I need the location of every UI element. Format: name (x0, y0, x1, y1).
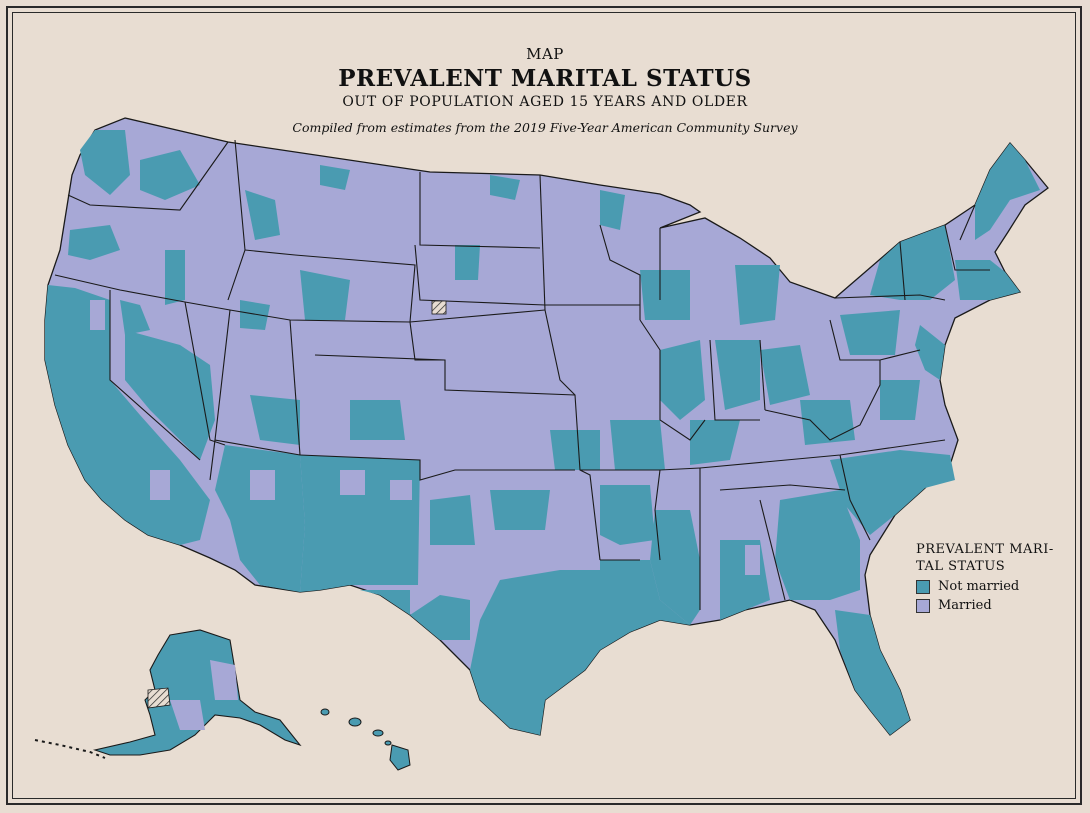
not-married-areas (45, 130, 1040, 735)
legend-title-line2: TAL STATUS (916, 559, 1006, 574)
outer-frame (6, 6, 1082, 805)
married-patches (90, 300, 760, 575)
hawaii (320, 708, 411, 771)
legend-label-not-married: Not married (938, 579, 1020, 594)
legend-swatch-not-married (916, 579, 930, 594)
hatched-county-sd (431, 300, 447, 315)
legend-label-married: Married (938, 598, 992, 613)
alaska (92, 629, 302, 756)
alaska-married-area-south (170, 700, 205, 730)
alaska-married-area (210, 660, 238, 700)
legend-title: PREVALENT MARI- TAL STATUS (916, 541, 1066, 575)
map-kicker: MAP (526, 45, 564, 63)
title-block: MAP PREVALENT MARITAL STATUS OUT OF POPU… (0, 45, 1090, 135)
hatched-area-alaska (147, 687, 171, 709)
legend: PREVALENT MARI- TAL STATUS Not married M… (916, 541, 1066, 613)
state-borders (54, 139, 990, 610)
legend-item-married: Married (916, 598, 1066, 613)
legend-swatch-married (916, 598, 930, 613)
map-credit: Compiled from estimates from the 2019 Fi… (292, 120, 798, 135)
map-title: PREVALENT MARITAL STATUS (338, 65, 752, 92)
inner-frame (12, 12, 1076, 799)
legend-title-line1: PREVALENT MARI- (916, 542, 1054, 557)
aleutian-islands (34, 739, 106, 759)
map-subtitle: OUT OF POPULATION AGED 15 YEARS AND OLDE… (342, 94, 748, 110)
legend-item-not-married: Not married (916, 579, 1066, 594)
